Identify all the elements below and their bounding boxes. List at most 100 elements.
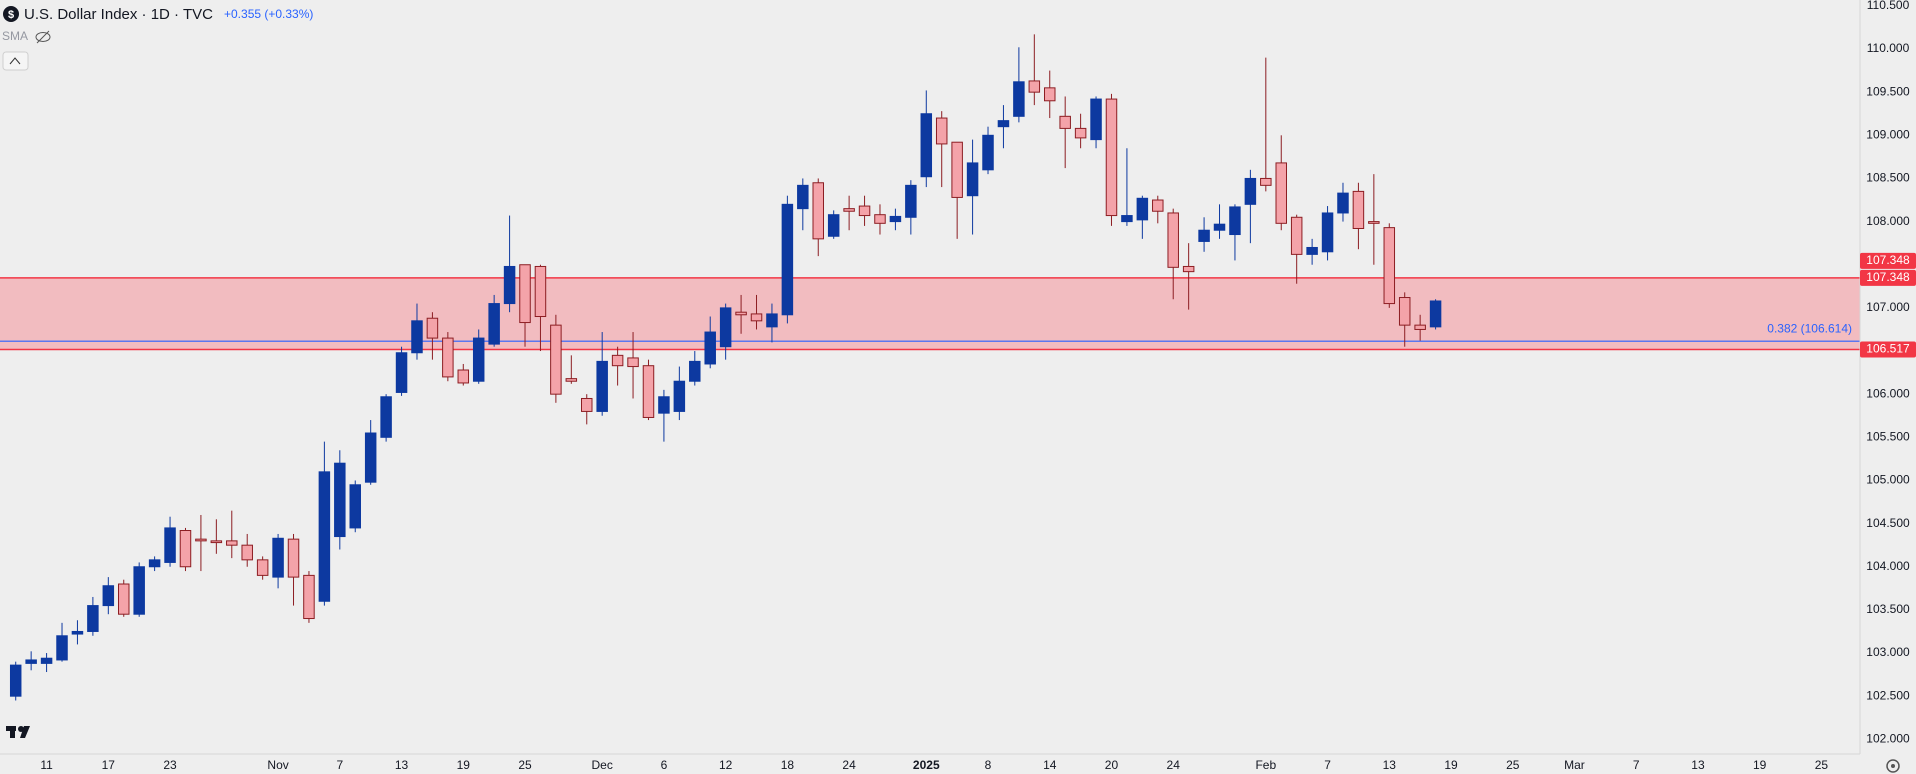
candle-body bbox=[56, 635, 68, 661]
candle-body bbox=[1306, 246, 1318, 255]
x-tick-label: 13 bbox=[1383, 758, 1397, 772]
candle-body bbox=[40, 657, 53, 664]
x-tick-label: 20 bbox=[1105, 758, 1119, 772]
chart-title[interactable]: U.S. Dollar Index · 1D · TVC bbox=[24, 6, 213, 23]
candle-body bbox=[642, 365, 655, 418]
symbol-icon[interactable] bbox=[3, 6, 19, 22]
candle-body bbox=[1152, 199, 1164, 212]
candle-body bbox=[534, 265, 547, 318]
candle-body bbox=[1136, 197, 1149, 221]
y-tick-label: 103.500 bbox=[1866, 602, 1910, 616]
candle-body bbox=[364, 432, 377, 483]
y-tick-label: 106.000 bbox=[1866, 386, 1910, 400]
x-tick-label: 24 bbox=[1167, 758, 1181, 772]
y-tick-label: 102.500 bbox=[1866, 688, 1910, 702]
candle-body bbox=[1260, 177, 1272, 186]
candle-body bbox=[658, 396, 670, 414]
candle-body bbox=[920, 113, 933, 178]
indicator-label[interactable]: SMA bbox=[2, 29, 28, 43]
x-tick-label: Mar bbox=[1564, 758, 1585, 772]
candle-body bbox=[750, 313, 763, 322]
price-tag-label: 107.348 bbox=[1866, 270, 1910, 284]
candle-body bbox=[766, 313, 778, 328]
x-tick-label: 25 bbox=[518, 758, 532, 772]
y-tick-label: 110.000 bbox=[1867, 41, 1910, 55]
y-tick-label: 108.000 bbox=[1866, 214, 1910, 228]
candle-body bbox=[1213, 223, 1226, 231]
candle-body bbox=[256, 559, 269, 576]
candle-body bbox=[1090, 98, 1102, 141]
candle-body bbox=[997, 120, 1010, 128]
candle-body bbox=[812, 182, 824, 240]
candle-body bbox=[25, 659, 37, 664]
y-tick-label: 110.500 bbox=[1867, 0, 1910, 12]
y-tick-label: 102.000 bbox=[1866, 732, 1910, 746]
candle-body bbox=[1105, 98, 1118, 217]
y-tick-label: 109.000 bbox=[1866, 127, 1910, 141]
candle-body bbox=[843, 208, 855, 212]
candle-body bbox=[287, 538, 300, 578]
x-tick-label: 13 bbox=[395, 758, 409, 772]
candle-body bbox=[87, 605, 99, 632]
candle-body bbox=[118, 583, 130, 615]
collapse-icon bbox=[9, 57, 21, 65]
candle-body bbox=[1398, 297, 1411, 326]
candle-body bbox=[719, 307, 732, 348]
candle-body bbox=[704, 331, 716, 365]
candle-body bbox=[689, 360, 701, 382]
candle-body bbox=[195, 538, 207, 542]
candle-body bbox=[1352, 190, 1365, 229]
price-tag-label: 107.348 bbox=[1866, 253, 1910, 267]
candle-body bbox=[148, 559, 161, 568]
y-tick-label: 105.000 bbox=[1866, 473, 1910, 487]
x-tick-label: 19 bbox=[457, 758, 471, 772]
candle-body bbox=[303, 574, 315, 620]
candle-body bbox=[519, 264, 531, 324]
price-tag bbox=[1860, 269, 1916, 286]
candle-body bbox=[9, 664, 22, 697]
x-tick-label: 17 bbox=[102, 758, 116, 772]
candle-body bbox=[1028, 80, 1041, 93]
candle-body bbox=[226, 540, 238, 546]
y-tick-label: 103.000 bbox=[1866, 645, 1910, 659]
candle-body bbox=[334, 462, 346, 538]
x-tick-label: 24 bbox=[842, 758, 856, 772]
candle-body bbox=[966, 162, 979, 197]
x-tick-label: Dec bbox=[592, 758, 613, 772]
settings-button[interactable] bbox=[1886, 759, 1900, 773]
x-tick-label: 25 bbox=[1506, 758, 1520, 772]
candle-body bbox=[210, 540, 223, 544]
candle-body bbox=[179, 530, 192, 568]
y-tick-label: 104.000 bbox=[1866, 559, 1910, 573]
y-tick-label: 104.500 bbox=[1866, 516, 1910, 530]
candle-body bbox=[627, 357, 639, 368]
x-tick-label: Feb bbox=[1255, 758, 1276, 772]
y-tick-label: 105.500 bbox=[1866, 429, 1910, 443]
x-tick-label: 19 bbox=[1444, 758, 1458, 772]
candle-body bbox=[1414, 324, 1426, 330]
candle-body bbox=[1244, 177, 1257, 205]
candle-body bbox=[735, 311, 747, 316]
support-zone bbox=[0, 277, 1860, 350]
candle-body bbox=[1383, 227, 1396, 305]
plot-area bbox=[0, 34, 1860, 701]
x-tick-label: 18 bbox=[781, 758, 795, 772]
candle-body bbox=[581, 397, 593, 412]
tradingview-logo bbox=[6, 726, 30, 738]
x-tick-label: 7 bbox=[1633, 758, 1640, 772]
candle-body bbox=[503, 265, 516, 305]
candle-body bbox=[596, 360, 608, 412]
y-tick-label: 107.000 bbox=[1866, 300, 1910, 314]
hide-icon[interactable] bbox=[35, 30, 51, 44]
x-tick-label: 25 bbox=[1815, 758, 1829, 772]
candle-body bbox=[611, 354, 624, 367]
x-tick-label: 13 bbox=[1691, 758, 1705, 772]
candle-body bbox=[1337, 192, 1349, 214]
candle-body bbox=[889, 215, 902, 223]
candle-body bbox=[1121, 215, 1133, 223]
collapse-button[interactable] bbox=[2, 51, 29, 71]
x-tick-label: 23 bbox=[163, 758, 177, 772]
candle-body bbox=[951, 141, 963, 198]
candle-body bbox=[426, 317, 439, 339]
